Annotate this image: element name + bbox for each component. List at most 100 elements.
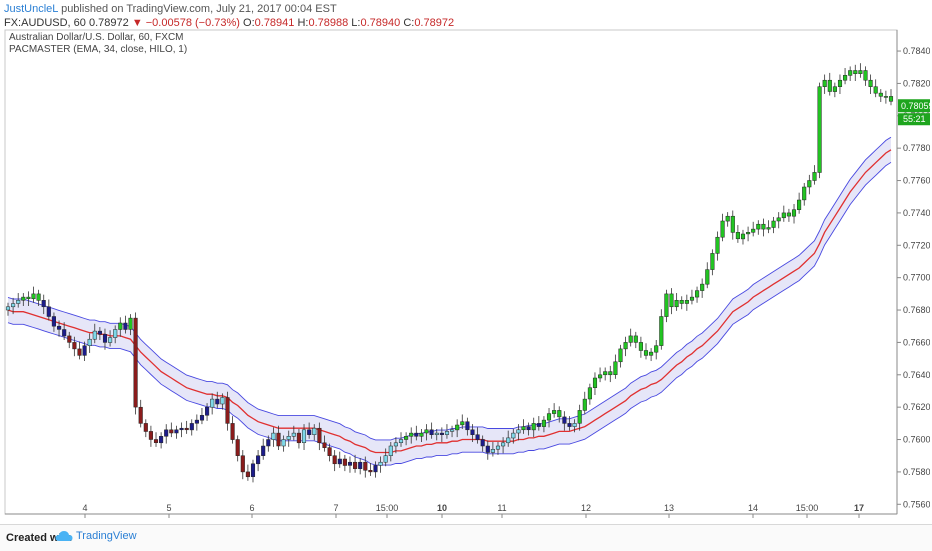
candle[interactable] xyxy=(429,429,434,435)
candle[interactable] xyxy=(725,215,730,222)
candle[interactable] xyxy=(460,421,465,426)
candle[interactable] xyxy=(837,79,843,87)
candle[interactable] xyxy=(439,432,444,435)
candle[interactable] xyxy=(572,423,577,427)
candle[interactable] xyxy=(169,429,174,434)
candle[interactable] xyxy=(526,426,531,431)
candle[interactable] xyxy=(414,432,419,437)
candle[interactable] xyxy=(883,96,888,98)
candle[interactable] xyxy=(715,236,720,254)
candle[interactable] xyxy=(501,442,506,447)
candle[interactable] xyxy=(674,300,679,308)
candle[interactable] xyxy=(858,70,863,74)
candle[interactable] xyxy=(843,75,848,81)
candle[interactable] xyxy=(786,212,791,217)
candle[interactable] xyxy=(587,387,592,400)
candle[interactable] xyxy=(281,439,286,447)
candle[interactable] xyxy=(404,436,409,440)
candle[interactable] xyxy=(638,342,643,351)
candle[interactable] xyxy=(812,172,817,181)
candle[interactable] xyxy=(82,345,87,356)
candle[interactable] xyxy=(194,419,199,424)
candle[interactable] xyxy=(143,423,148,432)
candle[interactable] xyxy=(649,351,654,356)
candle[interactable] xyxy=(266,439,271,447)
candle[interactable] xyxy=(108,337,113,343)
candle[interactable] xyxy=(67,335,72,343)
candle[interactable] xyxy=(296,432,301,444)
candle[interactable] xyxy=(577,410,582,424)
candle[interactable] xyxy=(230,423,235,440)
candle[interactable] xyxy=(598,374,603,379)
candle[interactable] xyxy=(567,423,572,427)
candle[interactable] xyxy=(307,429,312,435)
candle[interactable] xyxy=(261,445,266,456)
candle[interactable] xyxy=(409,432,414,437)
candle[interactable] xyxy=(863,70,868,81)
candle[interactable] xyxy=(393,442,398,447)
candle[interactable] xyxy=(199,415,205,421)
candle[interactable] xyxy=(450,429,455,432)
tradingview-logo[interactable]: TradingView xyxy=(55,530,137,542)
candle[interactable] xyxy=(521,426,526,431)
candle[interactable] xyxy=(613,361,618,375)
candle[interactable] xyxy=(256,455,261,465)
candle[interactable] xyxy=(802,186,807,201)
candle[interactable] xyxy=(470,429,475,435)
candle[interactable] xyxy=(475,434,480,440)
indicator-label[interactable]: PACMASTER (EMA, 34, close, HILO, 1) xyxy=(9,44,188,55)
candle[interactable] xyxy=(557,410,562,418)
candle[interactable] xyxy=(153,439,159,443)
candle[interactable] xyxy=(174,429,179,434)
candle[interactable] xyxy=(664,293,669,317)
candle[interactable] xyxy=(11,303,16,308)
candle[interactable] xyxy=(118,322,123,330)
candle[interactable] xyxy=(888,96,894,102)
candle[interactable] xyxy=(873,86,878,94)
candle[interactable] xyxy=(618,348,623,363)
candle[interactable] xyxy=(363,461,368,471)
candle[interactable] xyxy=(16,300,21,304)
candle[interactable] xyxy=(562,416,567,424)
candle[interactable] xyxy=(740,233,746,240)
candle[interactable] xyxy=(271,432,276,440)
candle[interactable] xyxy=(751,228,756,233)
candle[interactable] xyxy=(424,429,429,434)
candle[interactable] xyxy=(878,92,883,97)
candle[interactable] xyxy=(337,458,342,465)
candle[interactable] xyxy=(62,329,67,337)
candle[interactable] xyxy=(97,330,102,335)
candle[interactable] xyxy=(654,345,659,353)
candle[interactable] xyxy=(434,432,439,435)
candle[interactable] xyxy=(771,220,776,228)
candle[interactable] xyxy=(689,296,695,301)
price-chart[interactable]: 0.784000.782000.780000.778000.776000.774… xyxy=(2,28,930,520)
candle[interactable] xyxy=(756,223,761,230)
candle[interactable] xyxy=(21,296,26,301)
candle[interactable] xyxy=(659,316,664,346)
candle[interactable] xyxy=(822,79,827,87)
author-link[interactable]: JustUncleL xyxy=(4,3,59,15)
candle[interactable] xyxy=(87,338,92,346)
candle[interactable] xyxy=(36,293,41,301)
candle[interactable] xyxy=(684,300,689,304)
candle[interactable] xyxy=(378,461,383,466)
candle[interactable] xyxy=(608,371,613,376)
candle[interactable] xyxy=(225,397,230,424)
candle[interactable] xyxy=(179,427,184,431)
candle[interactable] xyxy=(245,471,250,478)
candle[interactable] xyxy=(531,423,536,431)
candle[interactable] xyxy=(72,342,77,350)
candle[interactable] xyxy=(419,432,424,437)
candle[interactable] xyxy=(312,427,317,435)
candle[interactable] xyxy=(776,217,781,222)
candle[interactable] xyxy=(92,330,97,340)
candle[interactable] xyxy=(705,269,710,285)
candle[interactable] xyxy=(291,432,296,437)
candle[interactable] xyxy=(465,421,470,431)
candle[interactable] xyxy=(506,437,511,444)
candle[interactable] xyxy=(628,335,633,343)
candle[interactable] xyxy=(342,458,347,466)
candle[interactable] xyxy=(215,398,220,405)
candle[interactable] xyxy=(766,227,771,230)
